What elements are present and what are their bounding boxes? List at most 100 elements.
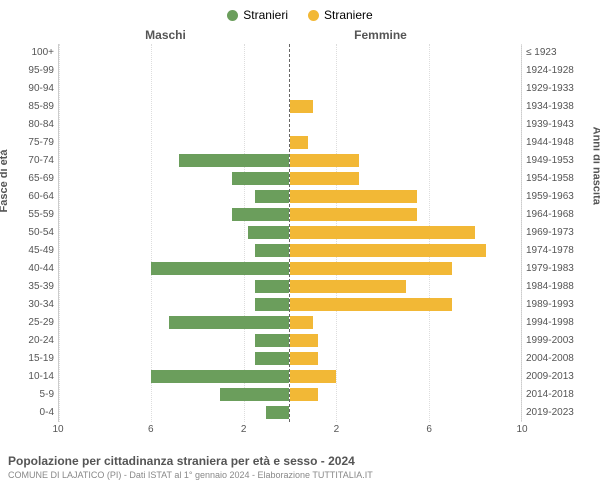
bar-row [290,98,521,116]
birth-tick: 1959-1963 [526,188,592,206]
bar-row [290,278,521,296]
male-bar [169,316,289,329]
age-tick: 95-99 [8,62,54,80]
male-column-header: Maschi [58,28,273,44]
male-bar [255,298,290,311]
age-tick: 80-84 [8,116,54,134]
male-bar [255,244,290,257]
male-bar [255,280,290,293]
bar-row [290,242,521,260]
footer-subtitle: COMUNE DI LAJATICO (PI) - Dati ISTAT al … [8,470,592,480]
birth-tick: 2009-2013 [526,368,592,386]
male-bar [220,388,289,401]
birth-tick: 2004-2008 [526,350,592,368]
male-bar [255,334,290,347]
age-tick: 10-14 [8,368,54,386]
age-tick: 20-24 [8,332,54,350]
female-bar [290,136,308,149]
female-bar [290,172,359,185]
bars-region [58,44,522,422]
age-tick: 75-79 [8,134,54,152]
birth-tick: 1924-1928 [526,62,592,80]
legend-item: Straniere [308,8,373,22]
bar-row [290,44,521,62]
age-tick: 55-59 [8,206,54,224]
age-tick: 25-29 [8,314,54,332]
male-bars [59,44,290,422]
age-tick: 45-49 [8,242,54,260]
female-bar [290,100,313,113]
birth-tick: 1969-1973 [526,224,592,242]
female-bar [290,208,417,221]
male-bar [266,406,289,419]
bar-row [59,170,289,188]
female-bar [290,280,406,293]
male-bar [151,370,289,383]
female-bar [290,244,486,257]
bar-row [59,44,289,62]
legend-item: Stranieri [227,8,288,22]
age-tick: 0-4 [8,404,54,422]
female-bars [290,44,521,422]
bar-row [59,98,289,116]
x-tick: 10 [516,424,527,435]
birth-tick: 1954-1958 [526,170,592,188]
chart-footer: Popolazione per cittadinanza straniera p… [8,454,592,480]
bar-row [290,368,521,386]
birth-tick: 2014-2018 [526,386,592,404]
bar-row [59,260,289,278]
male-bar [232,172,290,185]
legend-label: Straniere [324,8,373,22]
birth-year-axis: ≤ 19231924-19281929-19331934-19381939-19… [522,44,592,422]
age-tick: 60-64 [8,188,54,206]
x-tick: 10 [52,424,63,435]
x-tick: 6 [148,424,154,435]
age-tick: 35-39 [8,278,54,296]
age-tick: 90-94 [8,80,54,98]
female-bar [290,316,313,329]
pyramid-chart: Fasce di età Anni di nascita Maschi Femm… [8,28,592,448]
female-bar [290,154,359,167]
birth-tick: 1929-1933 [526,80,592,98]
age-tick: 40-44 [8,260,54,278]
birth-tick: 1974-1978 [526,242,592,260]
x-tick: 2 [334,424,340,435]
bar-row [59,296,289,314]
female-bar [290,334,318,347]
legend-swatch [308,10,319,21]
female-bar [290,370,336,383]
x-axis: 10622610 [8,422,592,446]
bar-row [59,80,289,98]
bar-row [59,332,289,350]
bar-row [59,368,289,386]
bar-row [59,314,289,332]
birth-tick: 1964-1968 [526,206,592,224]
female-bar [290,262,452,275]
male-bar [248,226,289,239]
female-bar [290,298,452,311]
birth-tick: 1989-1993 [526,296,592,314]
birth-tick: 1934-1938 [526,98,592,116]
chart-legend: Stranieri Straniere [8,8,592,24]
female-bar [290,226,475,239]
age-tick: 85-89 [8,98,54,116]
birth-tick: 1949-1953 [526,152,592,170]
male-bar [151,262,289,275]
bar-row [59,152,289,170]
bar-row [290,206,521,224]
bar-row [290,404,521,422]
female-bar [290,352,318,365]
bar-row [290,260,521,278]
x-tick: 2 [241,424,247,435]
female-column-header: Femmine [273,28,488,44]
age-tick: 15-19 [8,350,54,368]
female-bar [290,190,417,203]
bar-row [59,188,289,206]
male-bar [255,190,290,203]
bar-row [290,332,521,350]
bar-row [59,206,289,224]
birth-tick: 1939-1943 [526,116,592,134]
bar-row [59,404,289,422]
bar-row [290,188,521,206]
age-tick: 65-69 [8,170,54,188]
